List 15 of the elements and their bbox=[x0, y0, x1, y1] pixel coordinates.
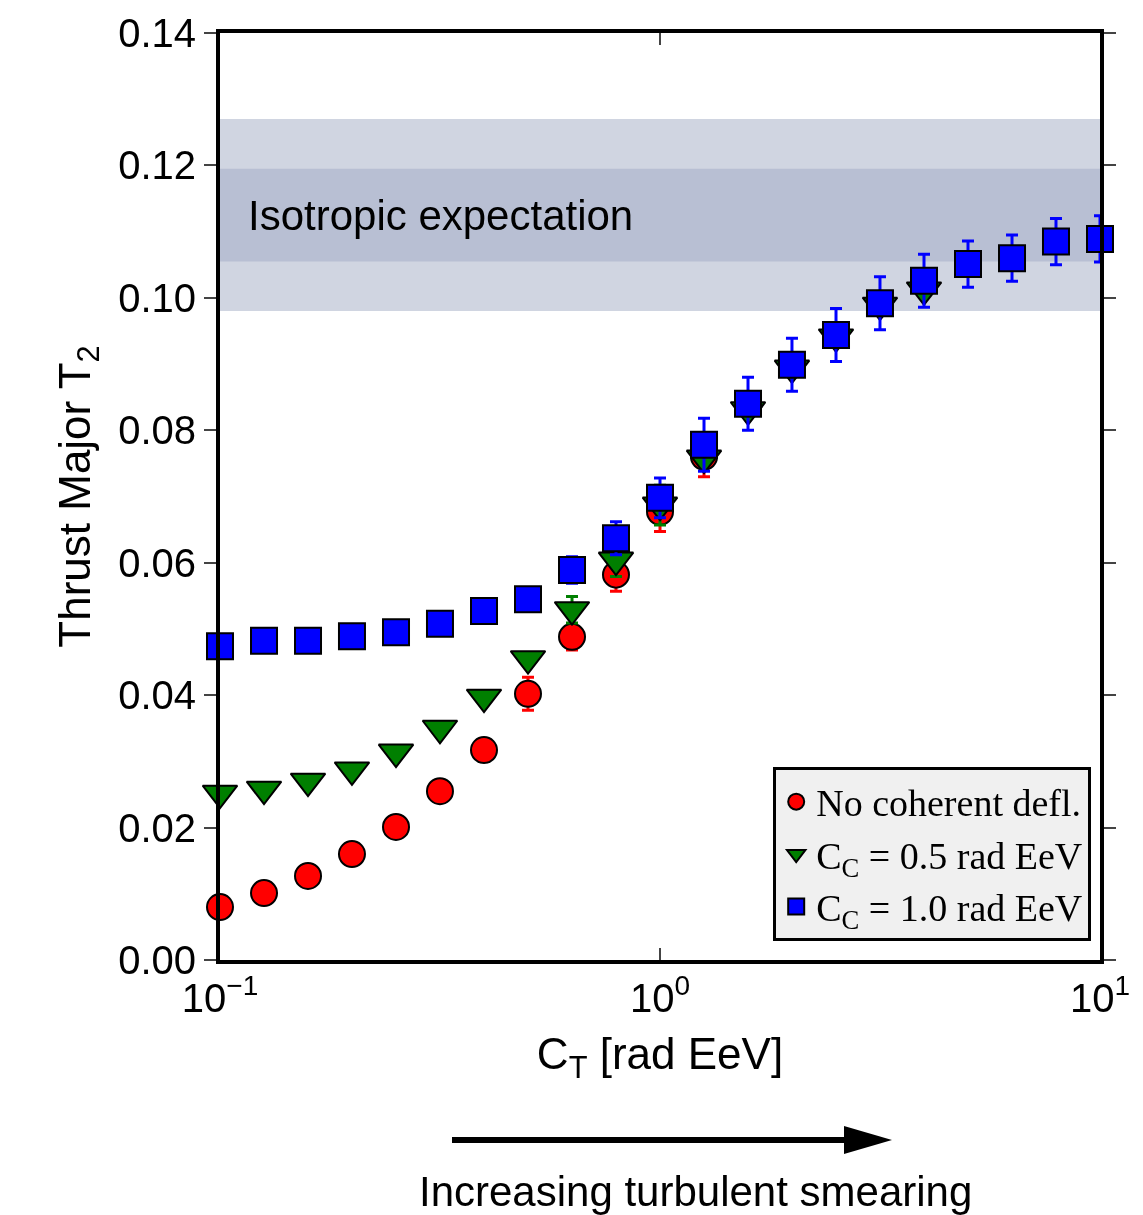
y-tick-label: 0.04 bbox=[118, 673, 196, 718]
y-tick-label: 0.12 bbox=[118, 143, 196, 188]
legend-label: C$_{C}$ = 0.5 rad EeV bbox=[816, 834, 1083, 883]
legend-label: No coherent defl. bbox=[816, 782, 1082, 825]
band-label: Isotropic expectation bbox=[248, 192, 634, 239]
y-tick-label: 0.10 bbox=[118, 275, 196, 320]
y-tick-label: 0.06 bbox=[118, 540, 196, 585]
x-axis-title: C$_{T}$ [rad EeV] bbox=[536, 1028, 784, 1086]
x-tick-label: 10$^{1}$ bbox=[1069, 970, 1131, 1020]
y-tick-label: 0.14 bbox=[118, 11, 196, 55]
legend-label: C$_{C}$ = 1.0 rad EeV bbox=[816, 887, 1083, 936]
y-tick-label: 0.02 bbox=[118, 805, 196, 850]
text: Increasing turbulent smearing bbox=[419, 1168, 973, 1215]
y-tick-label: 0.08 bbox=[118, 408, 196, 453]
x-tick-label: 10$^{0}$ bbox=[629, 970, 691, 1020]
